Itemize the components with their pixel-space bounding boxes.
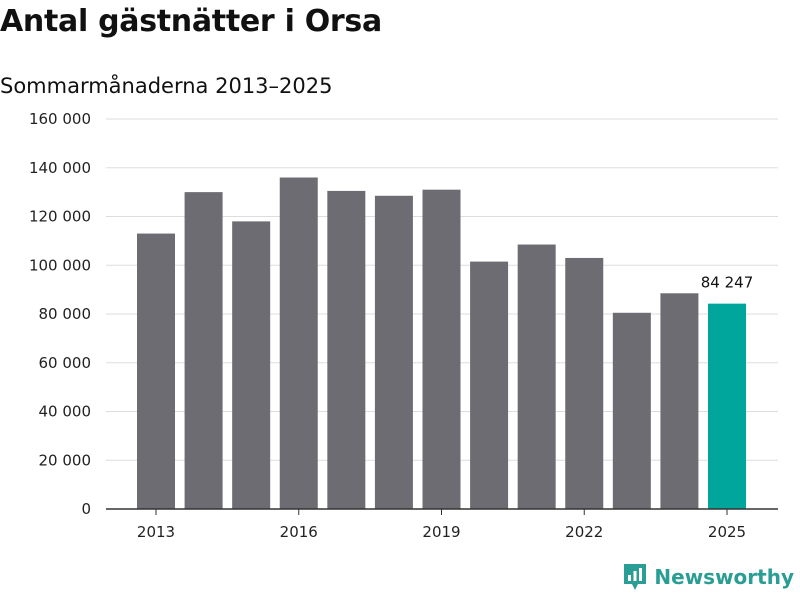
bar-2025: [708, 303, 746, 509]
bar-2013: [137, 233, 175, 509]
bar-2022: [565, 257, 604, 509]
data-label: 84 247: [701, 274, 754, 292]
x-tick-label: 2019: [422, 523, 460, 541]
bar-2015: [232, 221, 271, 509]
y-tick-label: 80 000: [39, 305, 92, 323]
x-tick-label: 2025: [708, 523, 746, 541]
bar-2019: [422, 189, 461, 509]
chart-title: Antal gästnätter i Orsa: [0, 4, 382, 39]
y-tick-label: 160 000: [29, 110, 91, 128]
bar-2018: [374, 195, 413, 509]
y-tick-label: 140 000: [29, 159, 91, 177]
x-tick-label: 2013: [137, 523, 175, 541]
bar-2017: [327, 190, 366, 509]
y-tick-label: 120 000: [29, 208, 91, 226]
x-tick-label: 2016: [280, 523, 318, 541]
chart-subtitle: Sommarmånaderna 2013–2025: [0, 74, 333, 98]
bar-2021: [517, 244, 556, 509]
newsworthy-logo-icon: [624, 564, 647, 590]
bar-2023: [612, 312, 651, 509]
bar-2014: [184, 192, 223, 509]
bar-2020: [470, 261, 509, 509]
y-tick-label: 40 000: [39, 403, 92, 421]
y-tick-label: 60 000: [39, 354, 92, 372]
y-tick-label: 100 000: [29, 256, 91, 274]
y-tick-label: 20 000: [39, 451, 92, 469]
bar-chart: 0 20 000 40 000 60 000 80 000 100 000 120 000 1…: [29, 110, 778, 541]
x-tick-label: 2022: [565, 523, 603, 541]
y-tick-label: 0: [81, 500, 91, 518]
brand-logo: Newsworthy: [622, 562, 794, 592]
bar-2016: [279, 177, 318, 509]
bar-2024: [660, 293, 699, 509]
brand-name: Newsworthy: [654, 565, 794, 589]
